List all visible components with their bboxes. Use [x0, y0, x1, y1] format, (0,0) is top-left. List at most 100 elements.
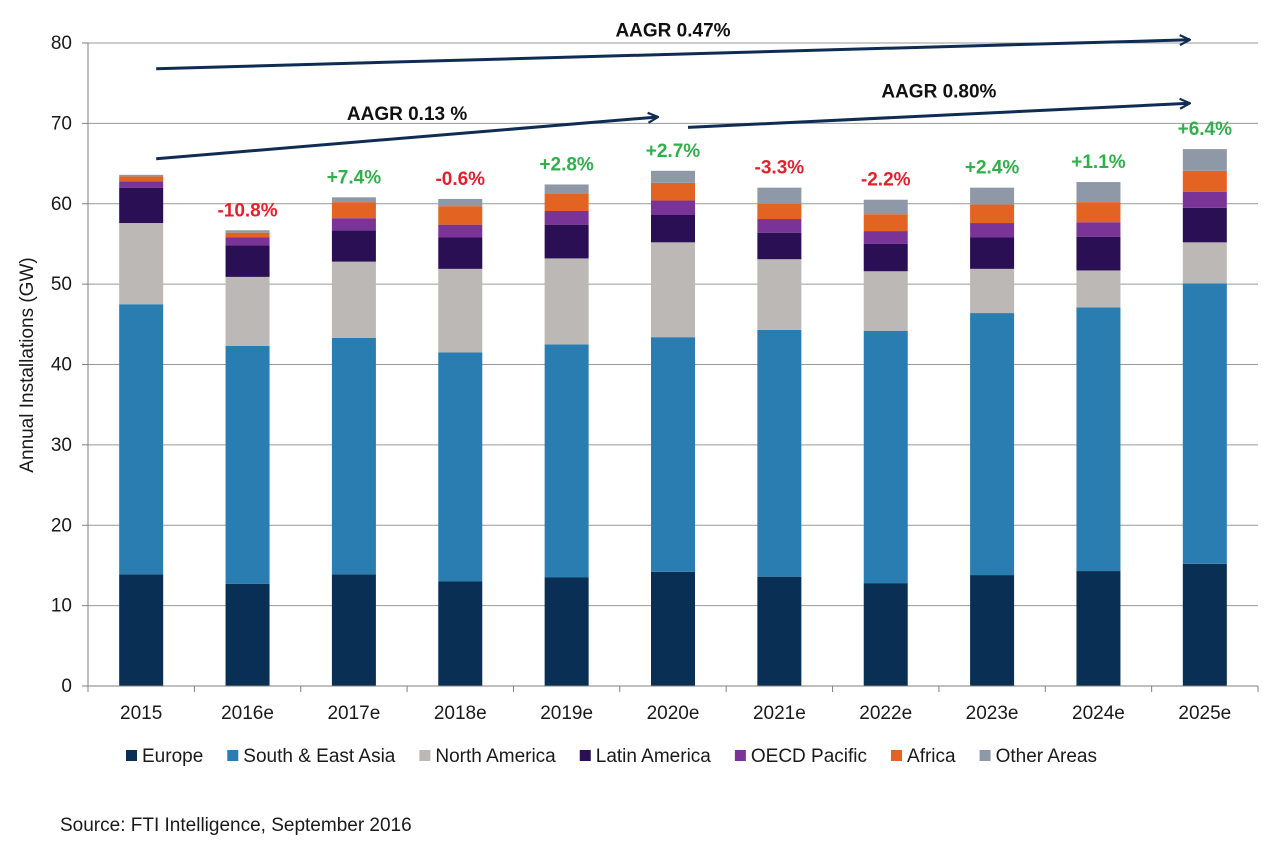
trend-arrow-line — [156, 40, 1190, 71]
bar-segment-africa — [757, 203, 802, 220]
legend-label: Latin America — [596, 746, 712, 767]
bar-segment-oecd-pacific — [1076, 222, 1121, 237]
bar-segment-other-areas — [225, 230, 270, 233]
trend-arrow-line — [156, 117, 658, 161]
bar-segment-oecd-pacific — [970, 223, 1015, 238]
growth-label: -10.8% — [217, 200, 277, 221]
bar-segment-europe — [651, 571, 695, 686]
bar-segment-africa — [438, 206, 483, 225]
y-tick-label: 70 — [51, 113, 72, 134]
bar-segment-europe — [863, 583, 908, 686]
growth-label: +1.1% — [1071, 152, 1126, 173]
growth-label: -3.3% — [755, 158, 805, 179]
bar-segment-north-america — [1076, 270, 1121, 308]
trend-arrow: AAGR 0.13 % — [156, 104, 658, 161]
bar-segment-europe — [970, 575, 1015, 686]
legend-swatch — [419, 750, 431, 761]
y-tick-label: 20 — [51, 515, 72, 536]
bar-segment-africa — [1182, 170, 1227, 192]
bar-segment-oecd-pacific — [331, 218, 376, 231]
bar-segment-south-east-asia — [225, 346, 270, 584]
legend-label: South & East Asia — [243, 746, 396, 767]
bar-segment-africa — [225, 232, 270, 238]
bar-segment-oecd-pacific — [544, 210, 589, 225]
legend-item-south-east-asia: South & East Asia — [227, 746, 396, 767]
bar-segment-europe — [544, 577, 589, 686]
bar-segment-other-areas — [970, 187, 1015, 205]
legend-label: North America — [435, 746, 556, 767]
legend-swatch — [734, 750, 746, 761]
x-tick-label: 2015 — [120, 703, 162, 724]
trend-arrows: AAGR 0.47% AAGR 0.13 % AAGR 0.80% — [156, 20, 1190, 161]
bar-segment-south-east-asia — [119, 304, 164, 575]
legend-label: Africa — [907, 746, 956, 767]
bar-segment-south-east-asia — [1076, 307, 1121, 572]
bar-segment-south-east-asia — [544, 344, 589, 578]
bar-segment-europe — [225, 583, 270, 686]
bar-segment-oecd-pacific — [651, 200, 695, 216]
legend-item-latin-america: Latin America — [579, 746, 712, 767]
trend-arrow-label: AAGR 0.13 % — [347, 104, 467, 125]
bar-segment-north-america — [225, 276, 270, 347]
x-tick-label: 2022e — [859, 703, 912, 724]
bar-stack-2023e — [970, 187, 1015, 686]
growth-label: +2.4% — [965, 158, 1020, 179]
bar-stack-2024e — [1076, 182, 1121, 686]
bar-segment-oecd-pacific — [119, 181, 164, 188]
bar-segment-europe — [331, 574, 376, 686]
y-tick-label: 60 — [51, 194, 72, 215]
bar-stack-2025e — [1182, 149, 1227, 686]
bar-segment-latin-america — [119, 187, 164, 224]
stacked-bar-chart: 0 10 20 30 40 50 60 70 80 2015 2016e 2017e 2018e 2019… — [17, 20, 1259, 767]
bar-segment-latin-america — [1182, 207, 1227, 243]
bar-segment-other-areas — [757, 187, 802, 204]
bar-segment-south-east-asia — [438, 352, 483, 582]
bar-segment-south-east-asia — [331, 337, 376, 575]
legend-swatch — [579, 750, 591, 761]
x-tick-label: 2016e — [221, 703, 274, 724]
legend-label: Other Areas — [996, 746, 1097, 767]
bar-stack-2017e — [331, 197, 376, 686]
bar-stack-2020e — [651, 170, 695, 686]
bar-segment-north-america — [1182, 242, 1227, 284]
bar-segment-other-areas — [331, 197, 376, 203]
bar-segment-north-america — [438, 268, 483, 353]
legend-swatch — [227, 750, 239, 761]
growth-label: -2.2% — [861, 170, 911, 191]
bar-segment-north-america — [757, 259, 802, 330]
bar-segment-latin-america — [225, 245, 270, 277]
bar-segment-oecd-pacific — [863, 231, 908, 244]
bar-segment-africa — [119, 176, 164, 182]
x-tick-label: 2023e — [966, 703, 1019, 724]
bar-segment-north-america — [119, 223, 164, 305]
bar-segment-north-america — [863, 271, 908, 331]
source-note: Source: FTI Intelligence, September 2016 — [60, 815, 412, 836]
legend-item-other-areas: Other Areas — [979, 746, 1097, 767]
bar-segment-europe — [1182, 563, 1227, 686]
growth-label: +2.7% — [646, 141, 701, 162]
growth-label: +2.8% — [539, 154, 594, 175]
bar-segment-north-america — [970, 268, 1015, 314]
legend-swatch — [126, 750, 137, 761]
trend-arrow-label: AAGR 0.47% — [615, 20, 730, 41]
bar-segment-other-areas — [544, 184, 589, 194]
bar-segment-oecd-pacific — [438, 224, 483, 238]
bar-stack-2018e — [438, 198, 483, 686]
bar-segment-africa — [544, 193, 589, 211]
bar-segment-latin-america — [863, 243, 908, 272]
bar-segment-africa — [331, 202, 376, 219]
bar-stack-2019e — [544, 184, 589, 686]
bar-segment-latin-america — [651, 215, 695, 243]
bar-segment-other-areas — [1076, 182, 1121, 203]
legend-swatch — [979, 750, 991, 761]
bar-segment-north-america — [331, 261, 376, 338]
bar-stack-2016e — [225, 230, 270, 686]
bar-segment-africa — [651, 182, 695, 201]
x-tick-label: 2018e — [434, 703, 487, 724]
bar-stack-2022e — [863, 199, 908, 686]
bar-segment-europe — [1076, 571, 1121, 686]
trend-arrow-line — [687, 103, 1190, 129]
bar-segment-africa — [1076, 202, 1121, 223]
y-tick-label: 0 — [61, 676, 72, 697]
